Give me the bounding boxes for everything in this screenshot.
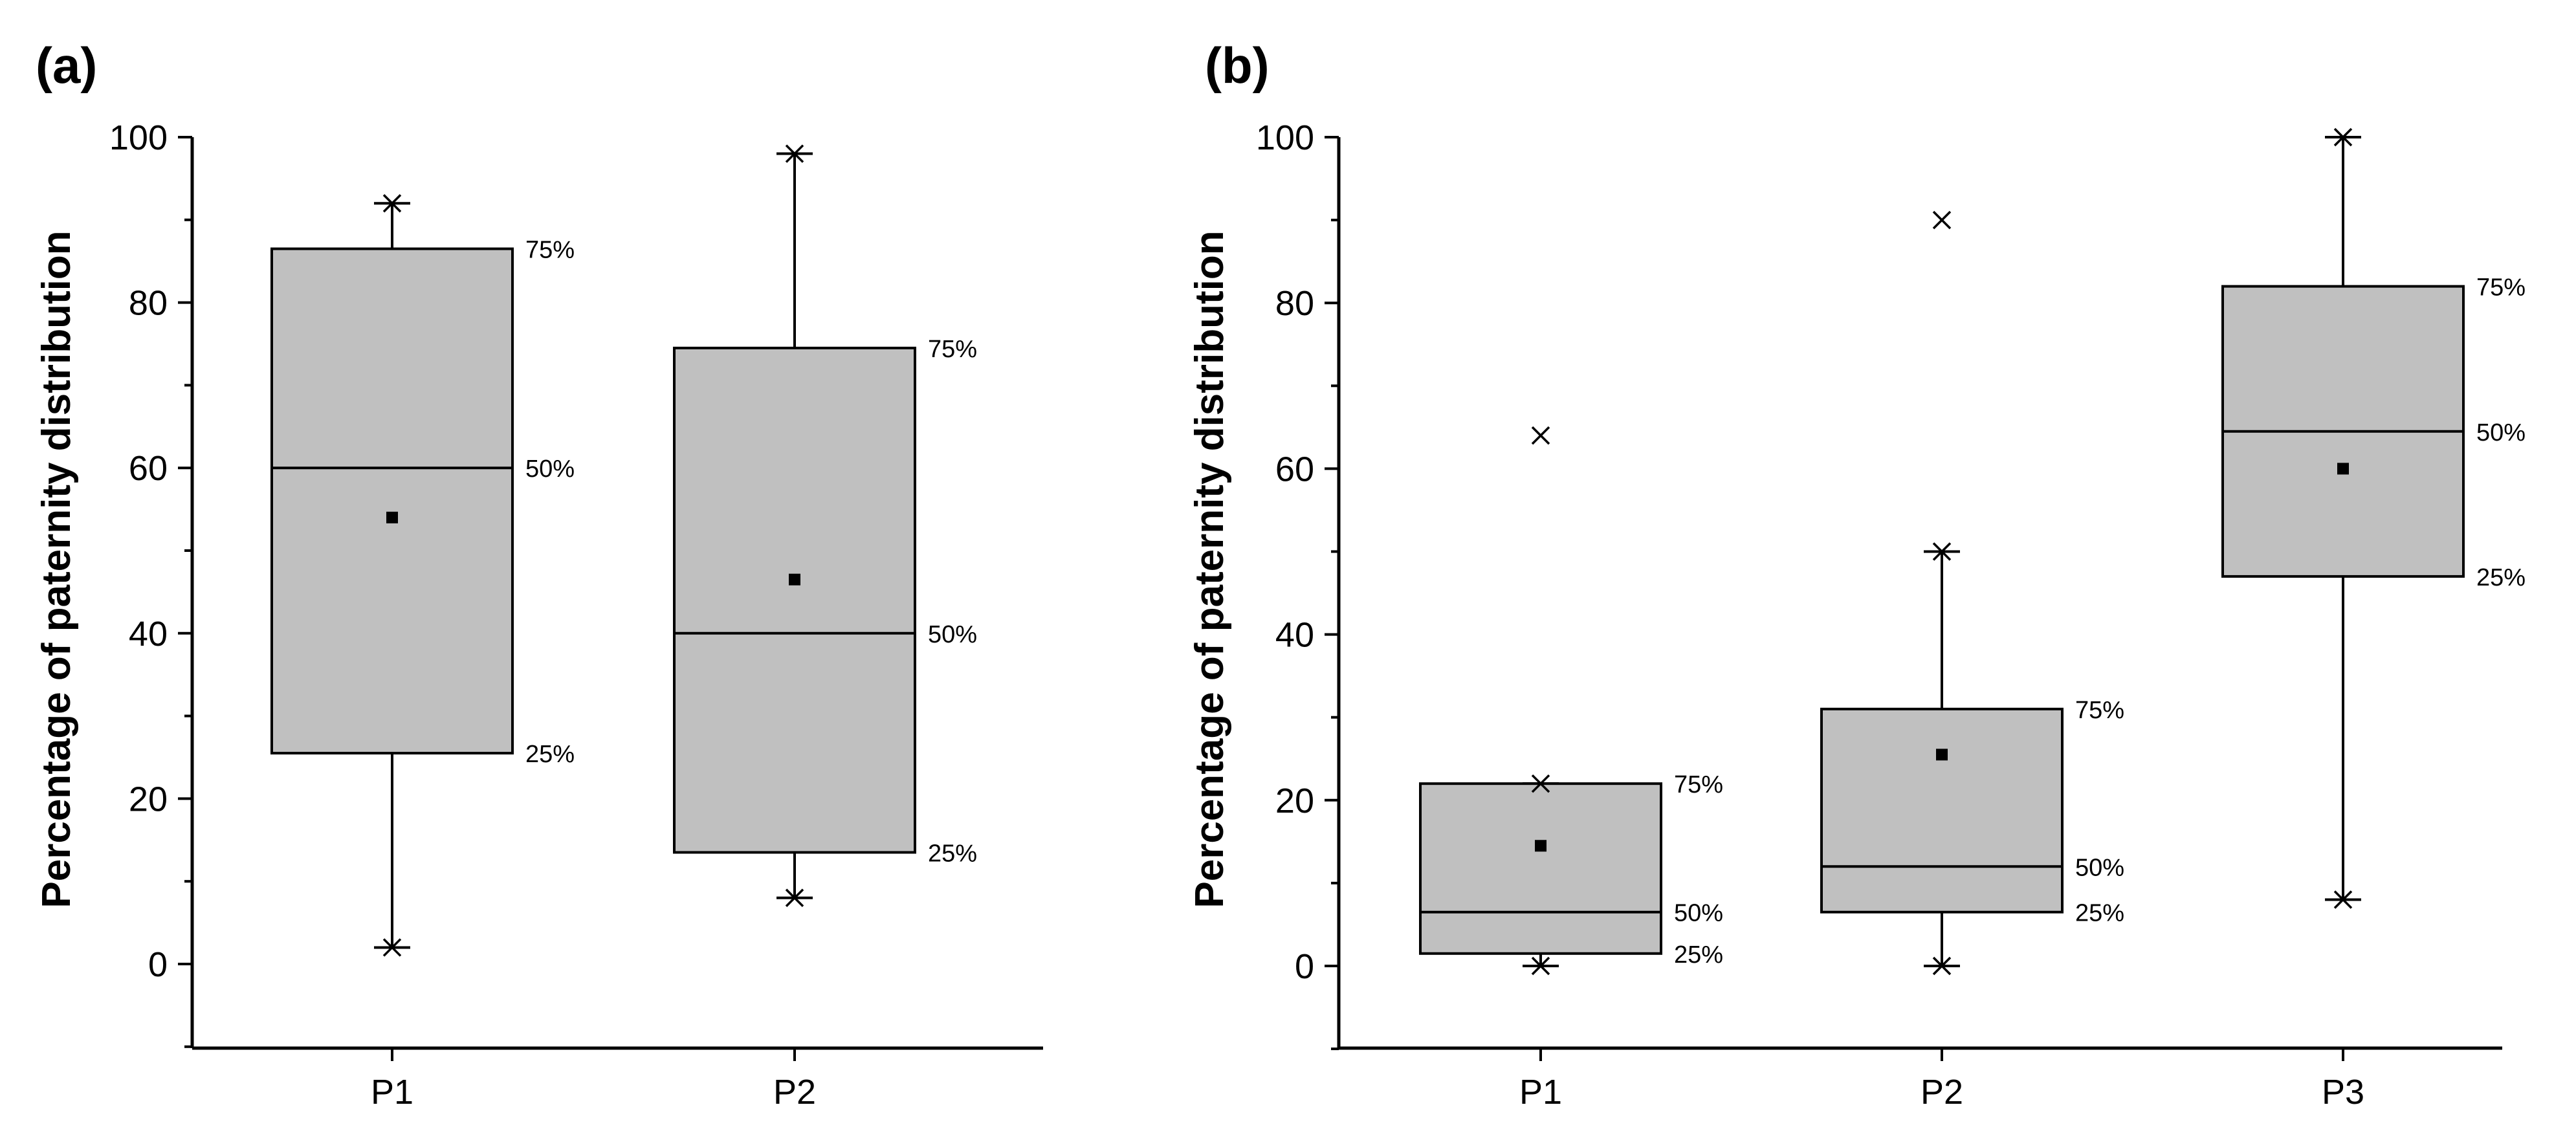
median-label: 50% [1674, 900, 1723, 927]
panel-label: (a) [36, 37, 97, 94]
y-tick-label: 20 [129, 780, 168, 818]
y-axis-title: Percentage of paternity distribution [34, 230, 79, 908]
y-axis-title: Percentage of paternity distribution [1187, 230, 1232, 908]
q3-label: 75% [1674, 771, 1723, 798]
outlier-marker [1531, 426, 1550, 445]
y-tick-label: 80 [1275, 284, 1314, 323]
median-label: 50% [2476, 419, 2526, 446]
q3-label: 75% [525, 237, 575, 264]
y-tick-label: 40 [1275, 616, 1314, 655]
q3-label: 75% [2075, 697, 2124, 724]
min-marker [1932, 956, 1952, 976]
x-tick-label: P2 [773, 1073, 816, 1112]
y-tick-label: 100 [1256, 118, 1314, 157]
box-p3: 75% 50% 25% [2221, 127, 2526, 909]
y-tick-label: 20 [1275, 782, 1314, 820]
median-label: 50% [2075, 854, 2124, 881]
q1-label: 25% [2075, 900, 2124, 927]
panel-label: (b) [1205, 37, 1270, 94]
mean-marker [1936, 749, 1948, 761]
panel-a: (a) Percentage of paternity distribution 0… [34, 37, 1043, 1112]
q3-label: 75% [928, 336, 977, 363]
iqr-box [270, 247, 514, 755]
x-tick-label: P1 [1519, 1073, 1562, 1112]
median-label: 50% [525, 455, 575, 483]
min-marker [382, 938, 402, 957]
max-marker [1531, 774, 1550, 793]
panel-b: (b) Percentage of paternity distribution 0… [1187, 37, 2526, 1112]
box-p2: 75% 50% 25% [1820, 210, 2124, 976]
q1-label: 25% [525, 741, 575, 768]
box-p1: 75% 50% 25% [270, 194, 575, 957]
q1-label: 25% [1674, 941, 1723, 969]
x-tick-label: P2 [1921, 1073, 1963, 1112]
box-p2: 75% 50% 25% [673, 144, 977, 907]
iqr-box [1820, 707, 2064, 914]
iqr-box [673, 346, 916, 854]
mean-marker [1535, 840, 1547, 852]
min-marker [1531, 956, 1550, 976]
y-tick-label: 40 [129, 615, 168, 653]
y-tick-label: 80 [129, 284, 168, 323]
max-marker [1932, 542, 1952, 561]
max-marker [382, 194, 402, 213]
mean-marker [789, 573, 800, 586]
q3-label: 75% [2476, 274, 2526, 301]
box-p1: 75% 50% 25% [1419, 426, 1723, 976]
max-marker [2333, 127, 2353, 147]
y-tick-label: 100 [109, 118, 168, 157]
x-tick-label: P3 [2322, 1073, 2364, 1112]
q1-label: 25% [928, 840, 977, 867]
outlier-marker [1932, 210, 1952, 230]
y-tick-label: 0 [1295, 947, 1314, 986]
mean-marker [2337, 463, 2349, 475]
y-tick-label: 60 [129, 449, 168, 488]
y-tick-label: 0 [148, 945, 168, 984]
median-label: 50% [928, 621, 977, 648]
mean-marker [386, 511, 398, 523]
x-tick-label: P1 [371, 1073, 413, 1112]
iqr-box [1419, 782, 1662, 955]
max-marker [785, 144, 804, 163]
min-marker [2333, 890, 2353, 909]
min-marker [785, 888, 804, 907]
y-tick-label: 60 [1275, 450, 1314, 488]
q1-label: 25% [2476, 564, 2526, 591]
